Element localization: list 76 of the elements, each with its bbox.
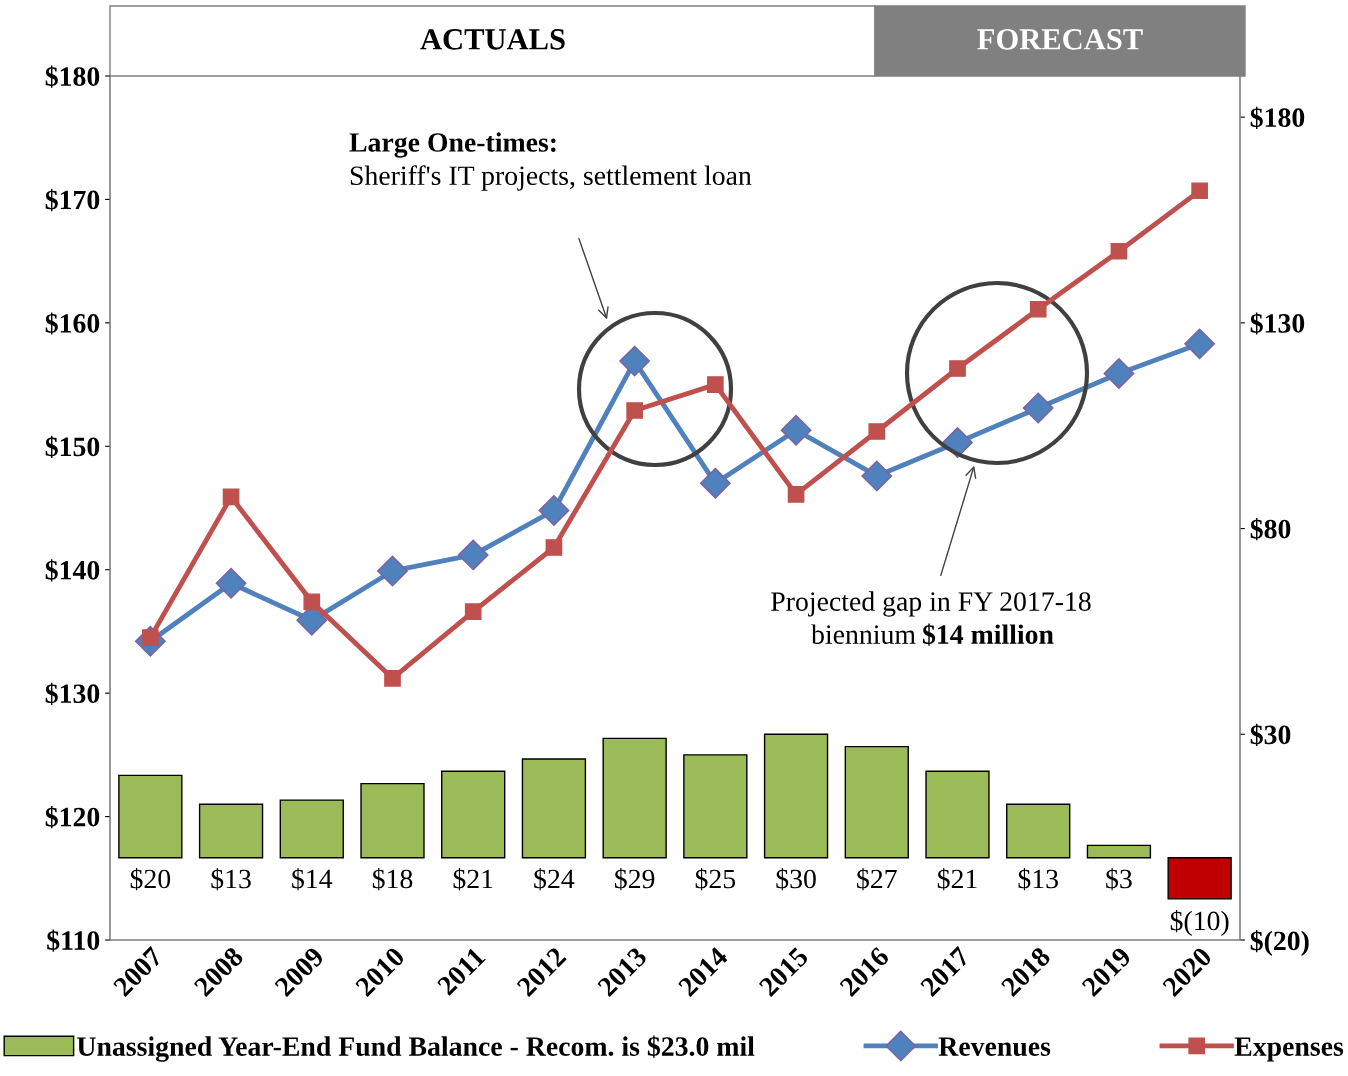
bar [441,770,506,859]
data-label: $(10) [1170,909,1229,936]
legend-label: Unassigned Year-End Fund Balance - Recom. is $23.0 mil [77,1035,755,1062]
point [1022,392,1054,424]
y-tick-label: $140 [45,559,100,582]
y2-tick-label: $80 [1250,518,1291,541]
bar [360,782,425,859]
data-label: $29 [615,867,655,891]
data-label: $24 [534,867,575,891]
bar [844,745,909,859]
bar [602,737,667,859]
point [215,567,247,599]
point [626,402,643,419]
point [949,360,966,377]
bar [763,733,829,859]
annotation: $14 million [922,623,1054,646]
data-label: $18 [372,867,413,891]
bar [198,803,264,859]
point [868,423,886,440]
data-label: $13 [1018,867,1058,891]
legend-label: Expenses [1234,1037,1344,1062]
y2-tick-label: $130 [1250,312,1305,335]
point [1103,358,1135,389]
point [377,555,408,587]
data-label: $21 [937,867,977,891]
y-tick-label: $160 [45,312,100,335]
data-label: $30 [776,867,816,891]
point [1110,242,1128,260]
point [780,414,812,446]
x-tick-label: 2011 [436,946,487,997]
bar [1086,844,1152,859]
bar [1006,803,1071,859]
annotation: Sheriff's IT projects, settlement loan [350,165,752,191]
y-tick-label: $130 [45,682,100,705]
y-tick-label: $110 [47,929,100,952]
text: FORECAST [977,29,1143,50]
text: ACTUALS [420,29,565,50]
bar [1167,857,1232,900]
data-label: $13 [211,867,251,891]
point [699,467,731,499]
y-tick-label: $170 [45,188,100,212]
y-tick-label: $120 [45,806,100,829]
point [457,539,489,571]
data-label: $21 [453,867,493,891]
bar [925,770,990,859]
point [464,603,482,621]
y2-tick-label: $180 [1250,106,1305,129]
point [545,539,563,556]
data-label: $20 [130,867,171,891]
point [1029,300,1047,318]
bar [279,799,344,859]
annotation: Projected gap in FY 2017-18 [771,591,1091,617]
point [861,460,893,492]
point [303,593,321,611]
y-tick-label: $150 [45,435,100,459]
y2-tick-label: $(20) [1250,929,1309,956]
data-label: $14 [292,867,333,891]
y-tick-label: $180 [45,65,100,88]
bar [521,758,587,859]
annotation: biennium [811,624,916,644]
point [222,488,240,506]
data-label: $27 [857,867,897,891]
point [707,376,724,393]
point [619,345,651,377]
data-label: $25 [695,867,736,891]
point [1191,182,1208,200]
bar [118,774,183,859]
point [787,486,805,503]
point [384,669,401,687]
y2-tick-label: $30 [1250,723,1291,747]
annotation: Large One-times: [349,132,556,158]
point [1184,328,1216,360]
point [538,495,570,526]
legend-label: Revenues [938,1037,1051,1056]
data-label: $3 [1106,867,1132,891]
bar [683,754,748,859]
